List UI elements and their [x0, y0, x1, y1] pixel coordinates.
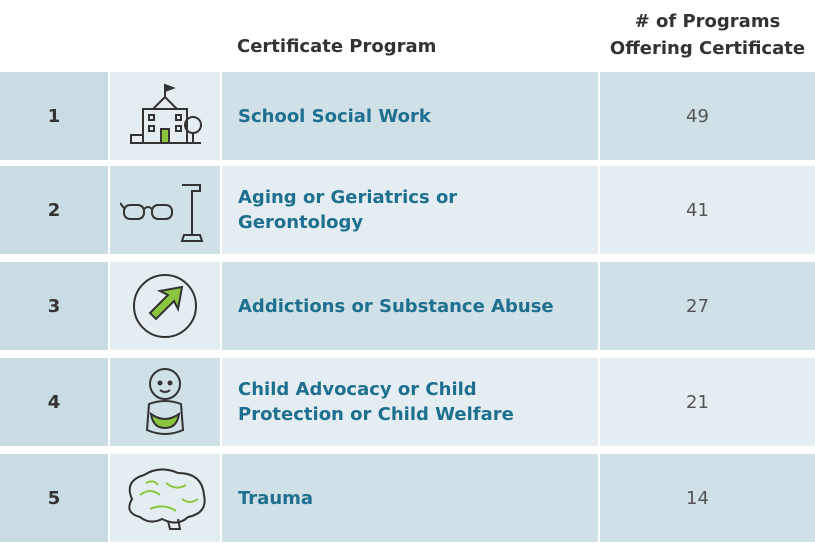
count: 14 [600, 454, 815, 542]
count: 49 [600, 72, 815, 160]
program: Aging or Geriatrics or Gerontology [222, 166, 598, 254]
count: 21 [600, 358, 815, 446]
program: Child Advocacy or Child Protection or Chi… [222, 358, 598, 446]
icon [110, 166, 220, 254]
rank: 4 [0, 358, 108, 446]
program-line: Addictions or Substance Abuse [238, 295, 554, 317]
count: 41 [600, 166, 815, 254]
header-count: # of Programs Offering Certificate [600, 8, 815, 62]
header-program: Certificate Program [237, 36, 437, 57]
program: School Social Work [222, 72, 598, 160]
program-line: Protection or Child Welfare [238, 404, 514, 425]
program: Addictions or Substance Abuse [222, 262, 598, 350]
icon [110, 358, 220, 446]
program-line: Gerontology [238, 212, 364, 233]
program-line: Trauma [238, 487, 314, 509]
program-line: Child Advocacy or Child [238, 379, 477, 400]
rank: 1 [0, 72, 108, 160]
icon [110, 454, 220, 542]
rank: 5 [0, 454, 108, 542]
header-count-line: # of Programs [634, 11, 781, 32]
program-line: School Social Work [238, 105, 431, 127]
program: Trauma [222, 454, 598, 542]
header-count-line: Offering Certificate [609, 38, 806, 59]
program-line: Aging or Geriatrics or [238, 187, 458, 208]
count: 27 [600, 262, 815, 350]
rank: 3 [0, 262, 108, 350]
icon [110, 72, 220, 160]
icon [110, 262, 220, 350]
rank: 2 [0, 166, 108, 254]
